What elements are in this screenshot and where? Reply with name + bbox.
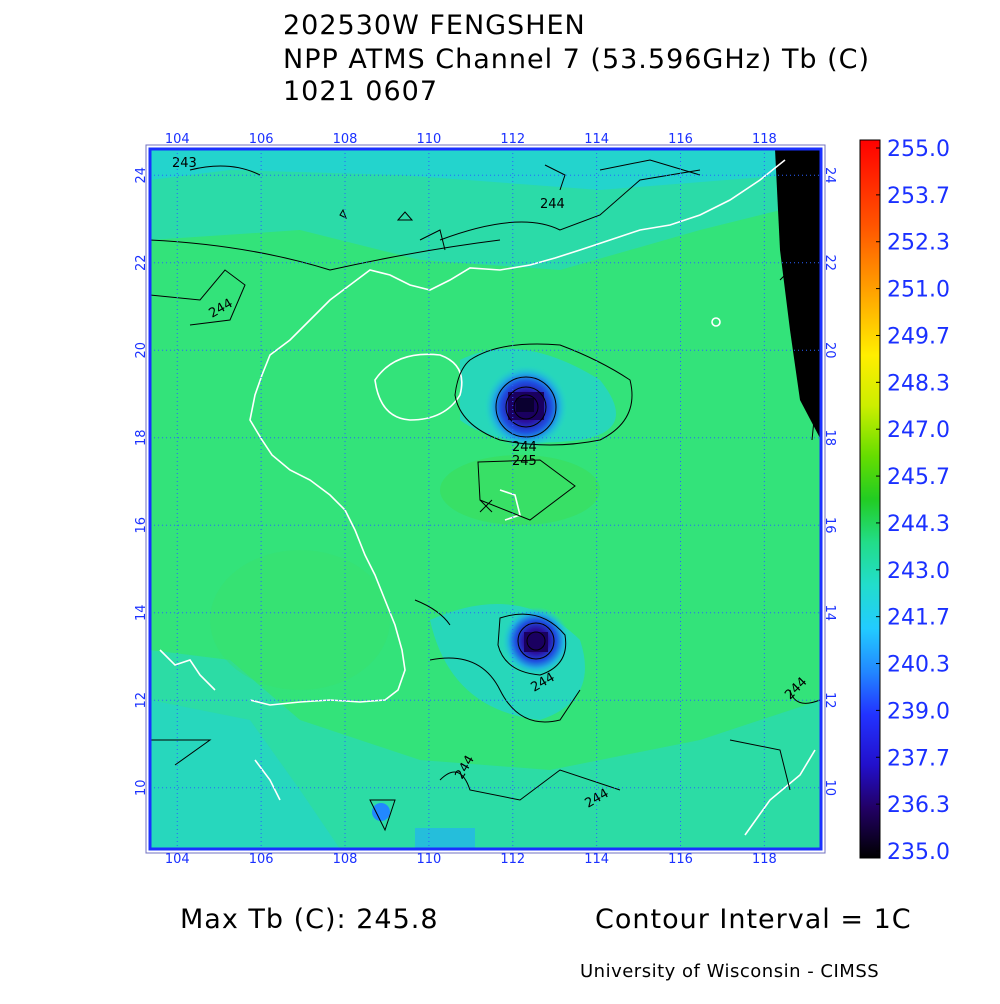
lon-tick-label: 118 xyxy=(752,132,777,147)
map-frame xyxy=(148,147,823,851)
lon-tick-label: 114 xyxy=(584,132,609,147)
lon-tick-label: 110 xyxy=(416,852,441,867)
lon-tick-label: 118 xyxy=(752,852,777,867)
colorbar-labels: 255.0 253.7 252.3 251.0 249.7 248.3 247.0 245.7… xyxy=(876,137,950,865)
lat-tick-label: 24 xyxy=(822,167,837,184)
lat-tick-label: 16 xyxy=(822,517,837,534)
contour-label: 244 xyxy=(512,440,537,455)
lat-tick-label: 22 xyxy=(822,254,837,271)
lon-tick-label: 110 xyxy=(416,132,441,147)
lat-tick-label: 14 xyxy=(134,604,149,621)
max-tb-label: Max Tb (C): 245.8 xyxy=(180,904,439,935)
lat-tick-label: 10 xyxy=(822,779,837,796)
colorbar-tick-label: 235.0 xyxy=(887,840,950,865)
contour-label: 245 xyxy=(512,454,537,469)
coastline xyxy=(159,159,816,836)
colorbar-tick-label: 240.3 xyxy=(887,653,950,678)
lat-tick-label: 12 xyxy=(134,692,149,709)
lon-tick-label: 112 xyxy=(500,852,525,867)
lat-tick-label: 24 xyxy=(134,167,149,184)
colorbar-tick-label: 241.7 xyxy=(887,606,950,631)
credit-text: University of Wisconsin - CIMSS xyxy=(580,961,880,982)
lat-tick-label: 18 xyxy=(822,429,837,446)
colorbar-tick-label: 244.3 xyxy=(887,512,950,537)
colorbar-tick-label: 251.0 xyxy=(887,278,950,303)
lon-tick-label: 108 xyxy=(333,132,358,147)
lat-tick-label: 20 xyxy=(134,342,149,359)
map-outer-frame xyxy=(145,144,826,854)
lat-tick-label: 20 xyxy=(822,342,837,359)
colorbar-scale xyxy=(859,139,881,859)
lat-tick-label: 14 xyxy=(822,604,837,621)
contour-label: 243 xyxy=(172,156,197,171)
colorbar-tick-label: 253.7 xyxy=(887,184,950,209)
lat-tick-label: 16 xyxy=(134,517,149,534)
lat-tick-label: 18 xyxy=(134,429,149,446)
colorbar-tick-label: 239.0 xyxy=(887,699,950,724)
title-storm-id: 202530W FENGSHEN xyxy=(283,10,586,41)
lon-tick-label: 108 xyxy=(333,852,358,867)
contour-lines xyxy=(150,159,821,832)
colorbar-tick-label: 237.7 xyxy=(887,746,950,771)
lon-tick-label: 106 xyxy=(249,132,274,147)
colorbar-tick-label: 245.7 xyxy=(887,465,950,490)
contour-interval-label: Contour Interval = 1C xyxy=(595,904,912,935)
lon-tick-label: 116 xyxy=(668,852,693,867)
axis-ticks: 104 104 106 106 108 108 110 110 112 112 114 114 116 1… xyxy=(134,132,837,867)
contour-label: 244 xyxy=(540,197,565,212)
colorbar-tick-label: 247.0 xyxy=(887,418,950,443)
storm-center-x-icon xyxy=(479,499,493,513)
lon-tick-label: 106 xyxy=(249,852,274,867)
lon-tick-label: 104 xyxy=(165,852,190,867)
colorbar-tick-label: 243.0 xyxy=(887,559,950,584)
lat-tick-label: 12 xyxy=(822,692,837,709)
lon-tick-label: 104 xyxy=(165,132,190,147)
lon-tick-label: 116 xyxy=(668,132,693,147)
title-instrument: NPP ATMS Channel 7 (53.596GHz) Tb (C) xyxy=(283,44,871,75)
colorbar-tick-label: 255.0 xyxy=(887,137,950,162)
lat-lon-grid xyxy=(150,149,821,849)
colorbar-tick-label: 249.7 xyxy=(887,324,950,349)
tb-field xyxy=(150,149,821,849)
colorbar-tick-label: 252.3 xyxy=(887,231,950,256)
title-datetime: 1021 0607 xyxy=(283,76,439,107)
lat-tick-label: 22 xyxy=(134,254,149,271)
lat-tick-label: 10 xyxy=(134,779,149,796)
colorbar-tick-label: 248.3 xyxy=(887,371,950,396)
colorbar-tick-label: 236.3 xyxy=(887,793,950,818)
lon-tick-label: 112 xyxy=(500,132,525,147)
lon-tick-label: 114 xyxy=(584,852,609,867)
